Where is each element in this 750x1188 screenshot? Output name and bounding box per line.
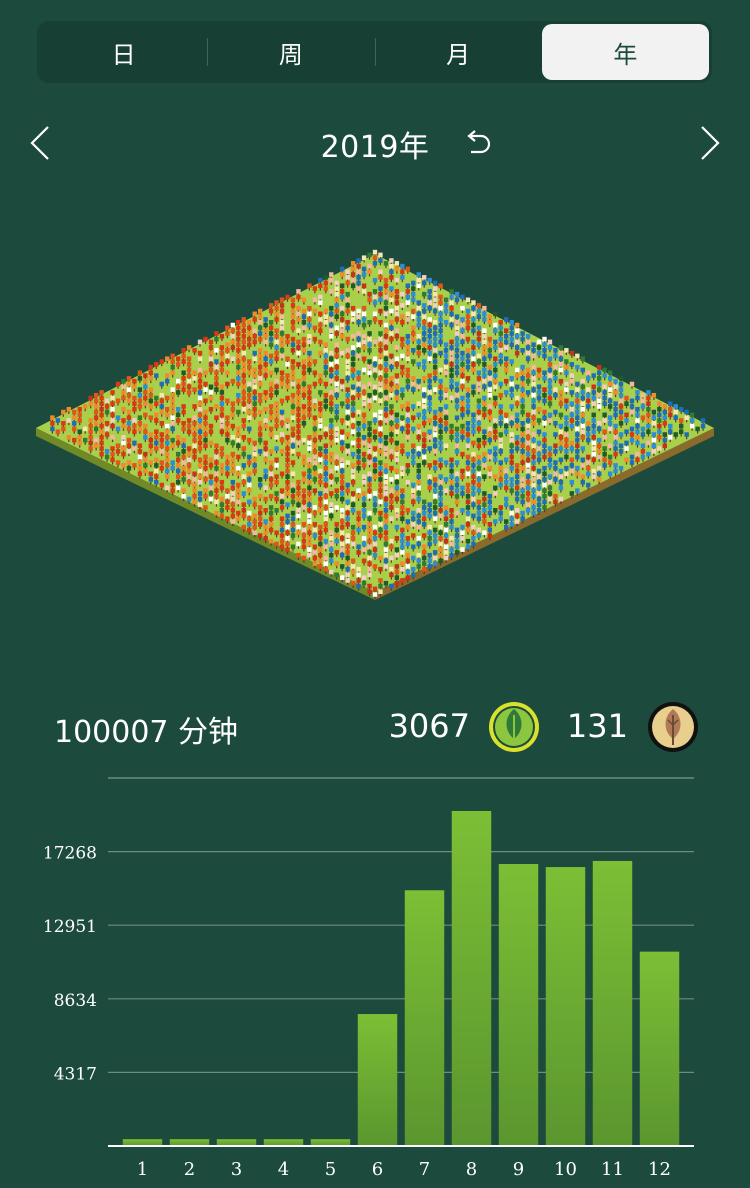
chevron-right-icon[interactable] xyxy=(694,124,724,162)
bar-month-12[interactable] xyxy=(639,951,680,1146)
bar-month-10[interactable] xyxy=(545,867,586,1146)
x-tick-label: 8 xyxy=(466,1159,477,1180)
period-segmented-control: 日 周 月 年 xyxy=(37,21,712,83)
year-title: 2019年 xyxy=(320,130,430,165)
forest-ground-side-left xyxy=(36,428,375,600)
chevron-left-icon[interactable] xyxy=(26,124,56,162)
bar-month-8[interactable] xyxy=(451,810,492,1146)
y-tick-label: 17268 xyxy=(43,844,97,864)
x-tick-label: 3 xyxy=(231,1159,242,1180)
x-tick-label: 1 xyxy=(137,1159,148,1180)
healthy-trees-count: 3067 xyxy=(388,707,470,745)
bar-month-11[interactable] xyxy=(592,860,633,1146)
x-tick-label: 5 xyxy=(325,1159,336,1180)
y-tick-label: 12951 xyxy=(43,917,97,937)
x-tick-label: 10 xyxy=(554,1159,577,1180)
x-tick-label: 6 xyxy=(372,1159,383,1180)
year-navigation: 2019年 xyxy=(0,108,750,178)
bar-month-5[interactable] xyxy=(310,1139,351,1146)
x-tick-label: 2 xyxy=(184,1159,195,1180)
stats-summary: 100007 分钟 3067 131 xyxy=(0,695,750,759)
tab-week[interactable]: 周 xyxy=(207,24,374,80)
bar-month-1[interactable] xyxy=(122,1139,163,1146)
bar-month-4[interactable] xyxy=(263,1139,304,1146)
tab-year[interactable]: 年 xyxy=(541,24,709,80)
dead-trees-count: 131 xyxy=(566,707,628,745)
bar-month-9[interactable] xyxy=(498,864,539,1146)
tab-day[interactable]: 日 xyxy=(111,40,136,69)
monthly-bar-chart: 4317 8634 12951 17268 1 2 3 4 5 6 7 8 9 10 11 12 xyxy=(0,770,750,1188)
x-tick-label: 9 xyxy=(513,1159,524,1180)
leaf-icon xyxy=(489,702,539,752)
y-tick-label: 4317 xyxy=(54,1064,97,1084)
bar-month-2[interactable] xyxy=(169,1139,210,1146)
withered-leaf-icon xyxy=(648,702,698,752)
bar-month-6[interactable] xyxy=(357,1014,398,1146)
x-tick-label: 7 xyxy=(419,1159,430,1180)
y-tick-label: 8634 xyxy=(54,991,97,1011)
tab-month[interactable]: 月 xyxy=(374,24,542,80)
x-tick-label: 11 xyxy=(601,1159,624,1180)
forest-trees xyxy=(50,249,706,600)
x-tick-label: 4 xyxy=(278,1159,289,1180)
forest-ground-side-right xyxy=(375,428,714,600)
bar-month-3[interactable] xyxy=(216,1139,257,1146)
total-minutes: 100007 分钟 xyxy=(54,715,239,750)
x-tick-label: 12 xyxy=(648,1159,671,1180)
undo-icon[interactable] xyxy=(462,128,494,158)
bar-month-7[interactable] xyxy=(404,890,445,1146)
forest-isometric-view[interactable] xyxy=(30,240,720,610)
